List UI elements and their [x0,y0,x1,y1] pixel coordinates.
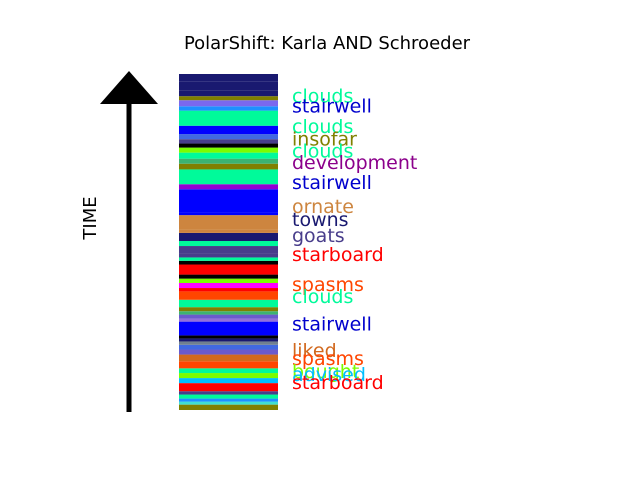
event-labels: cloudsstairwellcloudsinsofarcloudsdevelo… [292,86,417,395]
event-label: development [292,152,417,174]
event-label: spasms [292,274,364,296]
event-label: clouds [292,86,353,108]
timeline-segment [179,125,278,135]
event-label: ornate [292,196,354,218]
event-label: starboard [292,372,384,394]
event-label: clouds [292,116,353,138]
timeline-segment [179,307,278,312]
timeline-segment [179,232,278,241]
event-label: clouds [292,286,353,308]
timeline-segment [179,349,278,355]
timeline-segment [179,246,278,254]
event-label: starboard [292,244,384,266]
timeline-segment [179,143,278,148]
timeline-segment [179,274,278,279]
event-label: advised [292,364,366,386]
timeline-segment [179,169,278,185]
timeline-segment [179,404,278,410]
timeline-segment [179,212,278,216]
timeline-segment [179,282,278,289]
timeline-segment [179,401,278,405]
timeline-segment [179,264,278,275]
timeline-segment [179,184,278,190]
timeline-segment [179,134,278,140]
timeline-segment [179,253,278,258]
timeline-segment [179,158,278,164]
timeline-segment [179,139,278,144]
timeline-segment [179,354,278,362]
chart-title: PolarShift: Karla AND Schroeder [184,33,471,54]
timeline-segment [179,394,278,399]
timeline-segment [179,163,278,170]
y-axis-label: TIME [80,196,101,240]
timeline-segment [179,361,278,369]
timeline-segment [179,215,278,230]
timeline-segment [179,189,278,213]
event-label: liked [292,340,337,362]
timeline-segment [179,335,278,339]
time-arrow-head [100,71,158,104]
timeline-segment [179,106,278,111]
timeline-segment [179,321,278,336]
timeline-segment [179,383,278,392]
timeline-segment [179,257,278,261]
timeline-segment [179,110,278,126]
event-label: stairwell [292,314,372,336]
timeline-segment [179,341,278,345]
timeline-segment [179,81,278,91]
timeline-segment [179,311,278,315]
timeline-segment [179,74,278,82]
timeline-segment [179,344,278,350]
event-label: clouds [292,141,353,163]
timeline-segment [179,90,278,97]
event-label: bought [292,361,359,383]
timeline-segment [179,278,278,283]
timeline-segment [179,314,278,319]
timeline-segment [179,229,278,233]
timeline-segment [179,318,278,322]
timeline-segment [179,288,278,292]
timeline-segment [179,96,278,101]
event-label: stairwell [292,172,372,194]
timeline-segment [179,100,278,107]
timeline-segment [179,147,278,153]
timeline-segment [179,260,278,265]
timeline-bar [179,74,278,410]
event-label: insofar [292,129,357,151]
timeline-segment [179,240,278,247]
timeline-segment [179,291,278,300]
timeline-segment [179,391,278,395]
timeline-segment [179,398,278,402]
event-label: spasms [292,348,364,370]
timeline-segment [179,368,278,374]
timeline-segment [179,378,278,384]
timeline-segment [179,152,278,159]
event-label: towns [292,209,349,231]
timeline-segment [179,373,278,379]
time-arrow [100,71,158,412]
timeline-segment [179,338,278,342]
timeline-segment [179,299,278,308]
event-label: stairwell [292,95,372,117]
event-label: goats [292,225,345,247]
